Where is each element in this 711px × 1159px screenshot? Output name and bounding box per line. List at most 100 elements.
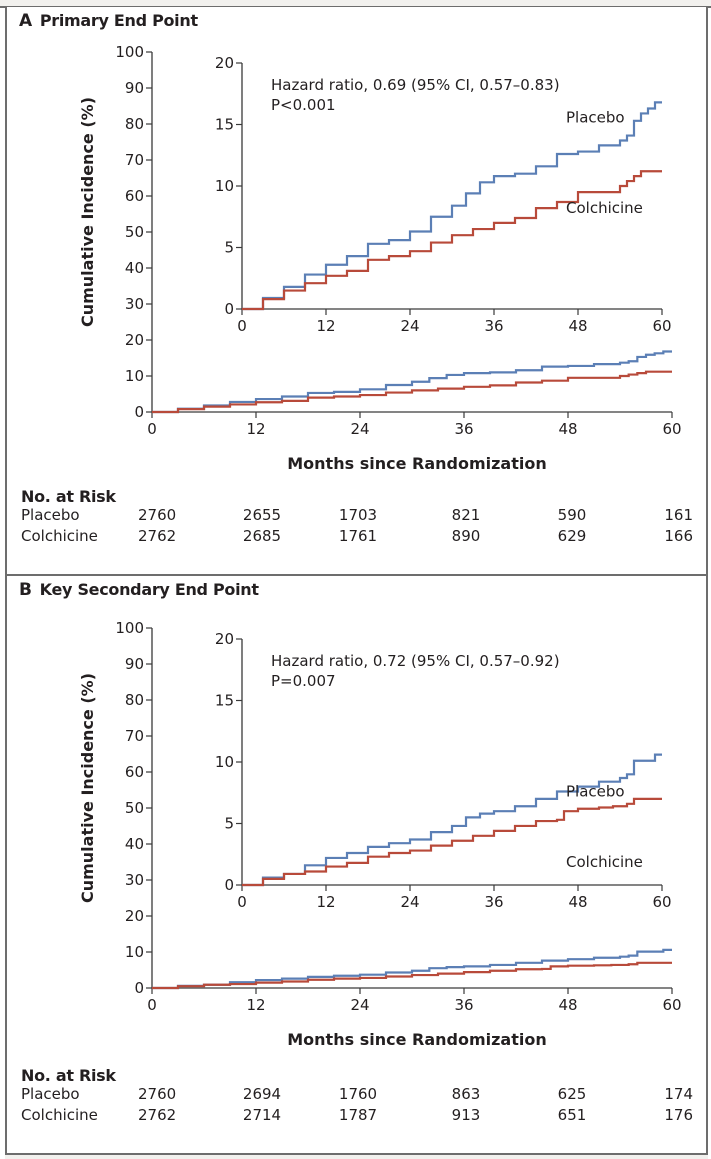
at-risk-row-placebo: Placebo 2760 2694 1760 863 625 174 — [21, 1085, 701, 1106]
series-label-placebo: Placebo — [566, 783, 625, 801]
inset-y-tick-label: 10 — [215, 753, 234, 771]
main-x-tick-label: 60 — [662, 996, 681, 1014]
main-y-tick-label: 50 — [125, 799, 144, 817]
x-axis-label: Months since Randomization — [287, 454, 546, 473]
p-value-annotation: P=0.007 — [271, 672, 336, 690]
main-y-tick-label: 80 — [125, 115, 144, 133]
main-x-tick-label: 12 — [246, 420, 265, 438]
main-y-tick-label: 30 — [125, 295, 144, 313]
main-x-tick-label: 60 — [662, 420, 681, 438]
main-x-tick-label: 12 — [246, 996, 265, 1014]
panel-b: B Key Secondary End Point 0 10 20 30 40 50 60 70… — [5, 576, 708, 1155]
main-y-tick-label: 0 — [134, 979, 144, 997]
main-y-tick-label: 90 — [125, 655, 144, 673]
hazard-ratio-annotation: Hazard ratio, 0.72 (95% CI, 0.57–0.92) — [271, 652, 560, 670]
panel-title: B Key Secondary End Point — [19, 580, 259, 600]
main-x-tick-label: 36 — [454, 420, 473, 438]
at-risk-value: 176 — [664, 1106, 693, 1124]
at-risk-row-colchicine: Colchicine 2762 2714 1787 913 651 176 — [21, 1106, 701, 1127]
inset-y-tick-label: 20 — [215, 54, 234, 72]
main-y-tick-label: 70 — [125, 727, 144, 745]
at-risk-value: 863 — [451, 1085, 481, 1103]
at-risk-value: 2714 — [242, 1106, 282, 1124]
inset-y-tick-label: 0 — [224, 300, 234, 318]
at-risk-row-placebo: Placebo 2760 2655 1703 821 590 161 — [21, 506, 701, 527]
inset-x-tick-label: 12 — [316, 893, 335, 911]
inset-curve-placebo — [242, 101, 662, 311]
at-risk-value: 629 — [557, 527, 587, 545]
inset-y-tick-label: 10 — [215, 177, 234, 195]
main-x-tick-label: 36 — [454, 996, 473, 1014]
main-y-tick-label: 0 — [134, 403, 144, 421]
main-x-tick-label: 24 — [350, 420, 369, 438]
main-curve-placebo — [152, 350, 672, 414]
at-risk-value: 890 — [451, 527, 481, 545]
at-risk-label: Placebo — [21, 1085, 80, 1103]
panel-letter: B — [19, 580, 32, 600]
at-risk-value: 590 — [557, 506, 587, 524]
main-curve-colchicine — [152, 370, 672, 414]
at-risk-value: 1761 — [338, 527, 378, 545]
at-risk-value: 651 — [557, 1106, 587, 1124]
main-y-tick-label: 20 — [125, 907, 144, 925]
at-risk-value: 2760 — [138, 506, 177, 524]
inset-y-tick-label: 0 — [224, 876, 234, 894]
at-risk-table: No. at Risk Placebo 2760 2655 1703 821 5… — [21, 487, 701, 548]
at-risk-value: 2694 — [242, 1085, 282, 1103]
inset-x-tick-label: 36 — [484, 317, 503, 335]
main-y-tick-label: 50 — [125, 223, 144, 241]
panel-letter: A — [19, 11, 32, 31]
at-risk-value: 2762 — [138, 527, 177, 545]
at-risk-value: 166 — [664, 527, 693, 545]
main-x-tick-label: 48 — [558, 996, 577, 1014]
inset-x-tick-label: 0 — [237, 317, 247, 335]
main-x-tick-label: 24 — [350, 996, 369, 1014]
y-axis-label: Cumulative Incidence (%) — [78, 97, 97, 327]
at-risk-value: 2760 — [138, 1085, 177, 1103]
inset-y-tick-label: 15 — [215, 692, 234, 710]
at-risk-row-colchicine: Colchicine 2762 2685 1761 890 629 166 — [21, 527, 701, 548]
inset-x-tick-label: 48 — [568, 317, 587, 335]
inset-x-tick-label: 60 — [652, 317, 671, 335]
at-risk-value: 1760 — [338, 1085, 378, 1103]
main-x-tick-label: 0 — [147, 420, 157, 438]
inset-x-tick-label: 24 — [400, 317, 419, 335]
series-label-colchicine: Colchicine — [566, 199, 643, 217]
panel-title-text: Primary End Point — [39, 11, 198, 30]
main-x-tick-label: 0 — [147, 996, 157, 1014]
inset-curve-colchicine — [242, 170, 662, 311]
inset-y-tick-label: 5 — [224, 239, 234, 257]
at-risk-table: No. at Risk Placebo 2760 2694 1760 863 6… — [21, 1066, 701, 1127]
main-y-tick-label: 20 — [125, 331, 144, 349]
main-x-tick-label: 48 — [558, 420, 577, 438]
at-risk-label: Colchicine — [21, 527, 98, 545]
inset-curve-placebo — [242, 753, 662, 887]
main-y-tick-label: 100 — [115, 43, 144, 61]
main-y-tick-label: 40 — [125, 259, 144, 277]
at-risk-value: 2762 — [138, 1106, 177, 1124]
inset-curve-colchicine — [242, 797, 662, 887]
at-risk-value: 2655 — [242, 506, 282, 524]
inset-x-tick-label: 60 — [652, 893, 671, 911]
series-label-colchicine: Colchicine — [566, 853, 643, 871]
at-risk-value: 1703 — [338, 506, 378, 524]
main-curve-placebo — [152, 948, 672, 990]
main-curve-colchicine — [152, 961, 672, 990]
x-axis-label: Months since Randomization — [287, 1030, 546, 1049]
at-risk-title: No. at Risk — [21, 1066, 116, 1085]
at-risk-label: Placebo — [21, 506, 80, 524]
at-risk-label: Colchicine — [21, 1106, 98, 1124]
main-y-tick-label: 70 — [125, 151, 144, 169]
y-axis-label: Cumulative Incidence (%) — [78, 673, 97, 903]
series-label-placebo: Placebo — [566, 108, 625, 126]
at-risk-value: 913 — [451, 1106, 481, 1124]
inset-y-tick-label: 15 — [215, 116, 234, 134]
at-risk-value: 625 — [557, 1085, 587, 1103]
main-y-tick-label: 40 — [125, 835, 144, 853]
at-risk-title: No. at Risk — [21, 487, 116, 506]
inset-x-tick-label: 0 — [237, 893, 247, 911]
main-y-tick-label: 60 — [125, 187, 144, 205]
at-risk-value: 161 — [664, 506, 693, 524]
main-y-tick-label: 100 — [115, 619, 144, 637]
